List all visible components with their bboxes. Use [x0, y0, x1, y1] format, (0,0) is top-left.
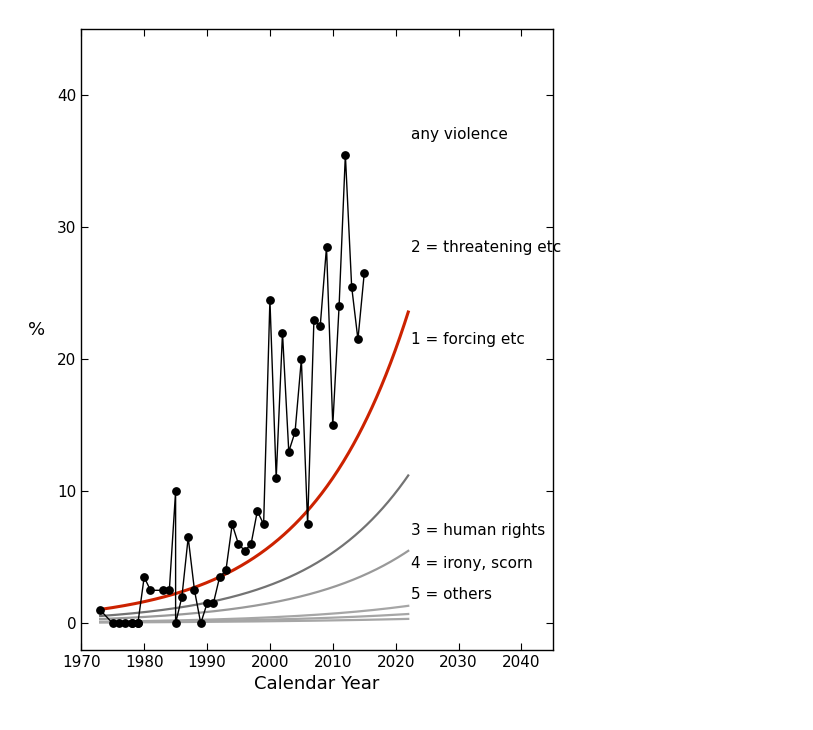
Text: 5 = others: 5 = others: [411, 587, 493, 602]
Point: [125, 618, 138, 629]
Point: [289, 426, 302, 438]
Point: [232, 538, 245, 550]
Point: [220, 564, 233, 576]
Point: [213, 572, 226, 583]
Point: [307, 314, 320, 326]
Point: [270, 472, 283, 484]
Point: [257, 518, 270, 530]
Point: [93, 604, 107, 616]
Point: [188, 585, 201, 596]
Point: [194, 618, 207, 629]
Point: [132, 618, 145, 629]
Point: [132, 618, 145, 629]
Point: [314, 320, 327, 332]
Y-axis label: %: %: [28, 321, 45, 339]
Point: [346, 281, 359, 293]
Point: [207, 598, 220, 610]
Point: [339, 149, 352, 161]
Point: [326, 420, 339, 431]
Point: [112, 618, 125, 629]
Point: [137, 572, 150, 583]
Point: [295, 353, 308, 365]
Point: [282, 446, 295, 458]
Point: [125, 618, 138, 629]
Point: [238, 545, 251, 556]
Point: [358, 268, 371, 280]
Point: [169, 485, 182, 497]
Point: [169, 618, 182, 629]
Point: [351, 334, 364, 345]
Point: [157, 585, 170, 596]
Text: 2 = threatening etc: 2 = threatening etc: [411, 239, 562, 255]
Point: [119, 618, 132, 629]
Point: [276, 327, 289, 339]
Point: [320, 241, 333, 253]
Point: [226, 518, 239, 530]
Point: [107, 618, 120, 629]
Point: [251, 505, 264, 517]
Point: [263, 294, 276, 306]
Point: [176, 591, 189, 603]
Point: [181, 531, 194, 543]
Point: [144, 585, 157, 596]
Text: 1 = forcing etc: 1 = forcing etc: [411, 332, 525, 347]
X-axis label: Calendar Year: Calendar Year: [254, 675, 380, 693]
Point: [301, 518, 314, 530]
Point: [245, 538, 258, 550]
Text: any violence: any violence: [411, 127, 508, 142]
Point: [333, 301, 346, 312]
Point: [201, 598, 214, 610]
Point: [163, 585, 176, 596]
Text: 4 = irony, scorn: 4 = irony, scorn: [411, 556, 533, 572]
Text: 3 = human rights: 3 = human rights: [411, 523, 546, 539]
